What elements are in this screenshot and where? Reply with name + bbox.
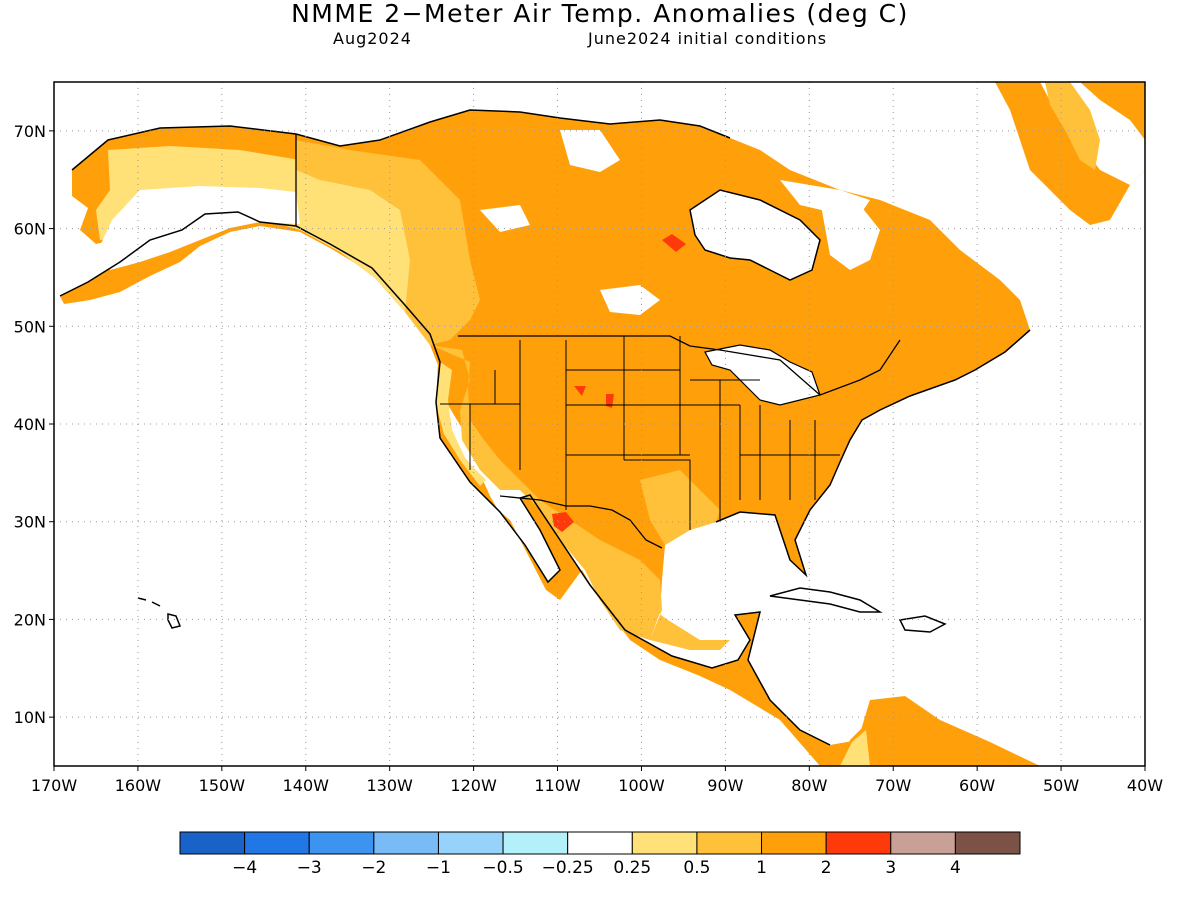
- lat-label: 40N: [14, 415, 46, 434]
- lon-label: 70W: [875, 776, 911, 795]
- us-state-lines: [440, 336, 840, 530]
- colorbar-label: 3: [885, 858, 896, 878]
- map-title: NMME 2−Meter Air Temp. Anomalies (deg C): [291, 0, 909, 28]
- colorbar-label: 1: [756, 858, 767, 878]
- colorbar-label: 0.25: [613, 858, 651, 878]
- alaska-pale-band: [96, 146, 420, 312]
- axis-labels: 70N 60N 50N 40N 30N 20N 10N 170W 160W 150W 140W 130…: [14, 122, 1164, 795]
- hot-spot-wyoming: [574, 386, 586, 396]
- coastline: [59, 109, 1031, 746]
- colorbar-label: −2: [361, 858, 386, 878]
- colorbar-label: 4: [950, 858, 961, 878]
- colorbar-swatch: [761, 831, 827, 855]
- cuba-outline: [769, 587, 883, 613]
- colorbar-swatch: [179, 831, 246, 855]
- colorbar-swatch: [631, 831, 698, 855]
- coast-pale-strip: [436, 362, 486, 486]
- lat-label: 30N: [14, 513, 46, 532]
- south-america-pale: [840, 730, 870, 766]
- lon-label: 90W: [707, 776, 743, 795]
- mexico-light-band: [600, 540, 730, 650]
- great-lakes: [704, 344, 821, 406]
- initial-conditions: June2024 initial conditions: [588, 29, 828, 48]
- west-coast-band: [430, 345, 660, 640]
- labrador-white: [820, 200, 880, 270]
- lat-label: 10N: [14, 708, 46, 727]
- colorbar-swatch: [890, 831, 956, 855]
- lon-label: 170W: [31, 776, 78, 795]
- lon-label: 130W: [367, 776, 414, 795]
- lon-label: 120W: [450, 776, 497, 795]
- colorbar: −4 −3 −2 −1 −0.5 −0.25 0.25 0.5 1 2 3 4: [179, 831, 1021, 878]
- lat-lon-grid: [54, 82, 1145, 766]
- colorbar-swatch: [308, 831, 375, 855]
- colorbar-label: −3: [297, 858, 322, 878]
- us-mexico-border: [499, 495, 663, 549]
- colorbar-swatch: [825, 831, 892, 855]
- lon-label: 100W: [618, 776, 665, 795]
- lat-label: 60N: [14, 220, 46, 239]
- lon-label: 160W: [115, 776, 162, 795]
- south-america-land: [840, 700, 1040, 766]
- lon-label: 110W: [534, 776, 581, 795]
- colorbar-swatch: [373, 831, 439, 855]
- lon-label: 40W: [1127, 776, 1163, 795]
- texas-light-band: [640, 470, 720, 545]
- lon-label: 150W: [199, 776, 246, 795]
- arctic-white-patches: [480, 130, 660, 315]
- lon-label: 140W: [283, 776, 330, 795]
- lon-label: 60W: [959, 776, 995, 795]
- colorbar-label: 2: [821, 858, 832, 878]
- colorbar-swatch: [502, 831, 569, 855]
- colorbar-label: −4: [232, 858, 257, 878]
- hispaniola-outline: [898, 615, 947, 633]
- lon-label: 50W: [1043, 776, 1079, 795]
- colorbar-swatch: [244, 831, 310, 855]
- colorbar-label: −0.5: [482, 858, 523, 878]
- colorbar-swatch: [437, 831, 504, 855]
- hot-spot-hudson: [662, 234, 686, 252]
- forecast-month: Aug2024: [333, 29, 412, 48]
- north-america-land: [60, 212, 1040, 766]
- lat-label: 50N: [14, 317, 46, 336]
- axis-ticks: [49, 130, 1146, 771]
- colorbar-swatch: [954, 831, 1021, 855]
- alaska-white-interior: [100, 186, 300, 270]
- colorbar-swatch: [567, 831, 633, 855]
- lat-label: 70N: [14, 122, 46, 141]
- map-area: [54, 82, 1145, 766]
- hudson-bay: [689, 189, 821, 281]
- lon-label: 80W: [791, 776, 827, 795]
- colorbar-label: 0.5: [683, 858, 710, 878]
- lat-label: 20N: [14, 610, 46, 629]
- colorbar-label: −0.25: [542, 858, 594, 878]
- colorbar-swatch: [696, 831, 763, 855]
- colorbar-label: −1: [426, 858, 451, 878]
- greenland-pale: [1045, 82, 1100, 170]
- yukon-mid-band: [296, 140, 480, 345]
